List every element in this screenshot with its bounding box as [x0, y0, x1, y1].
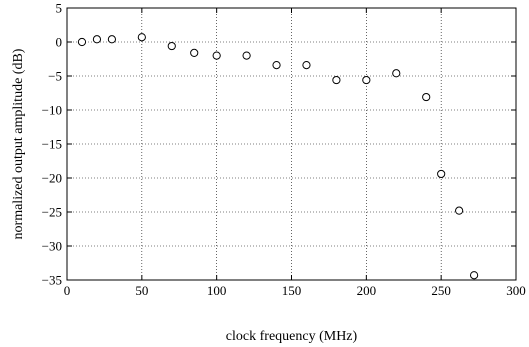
data-point — [455, 206, 464, 215]
data-point — [332, 75, 341, 85]
x-tick-label: 50 — [135, 283, 148, 298]
x-tick-label: 100 — [207, 283, 227, 298]
y-tick-label: −5 — [48, 69, 62, 84]
y-tick-label: 5 — [56, 1, 63, 16]
data-point — [167, 41, 176, 51]
x-tick-label: 0 — [64, 283, 71, 298]
y-tick-label: −15 — [42, 137, 62, 152]
data-point — [437, 169, 446, 179]
data-point — [212, 51, 221, 60]
data-point — [422, 92, 431, 102]
x-tick-label: 150 — [282, 283, 302, 298]
axes — [66, 7, 517, 281]
data-point — [77, 37, 87, 47]
y-tick-label: 0 — [56, 35, 63, 50]
data-point — [272, 61, 281, 70]
data-point — [137, 33, 146, 42]
y-tick-label: −30 — [42, 239, 62, 254]
data-points — [77, 33, 479, 280]
y-tick-label: −10 — [42, 103, 62, 118]
x-tick-label: 200 — [357, 283, 377, 298]
y-axis-label: normalized output amplitude (dB) — [11, 48, 26, 239]
data-point — [92, 35, 102, 44]
data-point — [190, 48, 199, 57]
grid-lines — [67, 8, 516, 280]
data-point — [242, 51, 251, 60]
x-tick-label: 250 — [431, 283, 451, 298]
data-point — [392, 69, 401, 78]
data-point — [107, 35, 117, 44]
y-tick-label: −35 — [42, 273, 62, 288]
y-tick-label: −20 — [42, 171, 62, 186]
data-point — [362, 75, 371, 85]
data-point — [469, 271, 479, 280]
x-axis-label: clock frequency (MHz) — [226, 329, 358, 344]
data-point — [302, 61, 311, 70]
x-tick-label: 300 — [506, 283, 526, 298]
y-tick-label: −25 — [42, 205, 62, 220]
